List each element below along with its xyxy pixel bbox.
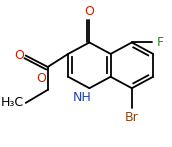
Text: O: O xyxy=(84,5,94,18)
Text: H₃C: H₃C xyxy=(1,96,24,109)
Text: NH: NH xyxy=(73,91,91,105)
Text: Br: Br xyxy=(125,111,139,124)
Text: O: O xyxy=(14,49,24,62)
Text: O: O xyxy=(36,72,46,85)
Text: F: F xyxy=(156,36,163,49)
